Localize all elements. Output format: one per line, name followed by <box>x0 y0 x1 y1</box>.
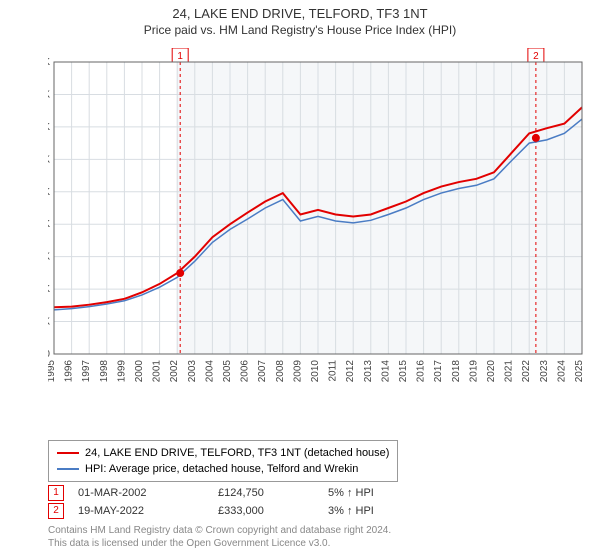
datapoint-row: 1 01-MAR-2002£124,7505% ↑ HPI <box>48 484 374 502</box>
legend-swatch <box>57 468 79 470</box>
svg-text:£150K: £150K <box>48 252 50 263</box>
svg-text:2017: 2017 <box>433 360 444 383</box>
svg-text:2012: 2012 <box>345 360 356 383</box>
svg-text:2018: 2018 <box>451 360 462 383</box>
legend-label: 24, LAKE END DRIVE, TELFORD, TF3 1NT (de… <box>85 447 389 459</box>
svg-text:2014: 2014 <box>380 360 391 383</box>
svg-text:2007: 2007 <box>257 360 268 383</box>
footer-line1: Contains HM Land Registry data © Crown c… <box>48 524 391 537</box>
footer-attribution: Contains HM Land Registry data © Crown c… <box>48 524 391 550</box>
svg-text:£50K: £50K <box>48 317 50 328</box>
svg-text:2022: 2022 <box>521 360 532 383</box>
svg-text:1997: 1997 <box>81 360 92 383</box>
datapoint-marker: 1 <box>48 485 64 501</box>
datapoint-pct: 5% ↑ HPI <box>328 487 374 499</box>
datapoint-marker: 2 <box>48 503 64 519</box>
svg-text:£250K: £250K <box>48 187 50 198</box>
svg-text:2024: 2024 <box>556 360 567 383</box>
svg-text:1: 1 <box>177 51 183 62</box>
svg-text:2000: 2000 <box>134 360 145 383</box>
svg-text:£0: £0 <box>48 349 50 360</box>
svg-text:2005: 2005 <box>222 360 233 383</box>
svg-text:2: 2 <box>533 51 539 62</box>
svg-text:1996: 1996 <box>64 360 75 383</box>
footer-line2: This data is licensed under the Open Gov… <box>48 537 391 550</box>
svg-text:£100K: £100K <box>48 284 50 295</box>
svg-text:1998: 1998 <box>99 360 110 383</box>
datapoint-price: £124,750 <box>218 487 328 499</box>
svg-text:£350K: £350K <box>48 122 50 133</box>
svg-text:2019: 2019 <box>468 360 479 383</box>
datapoint-date: 01-MAR-2002 <box>78 487 218 499</box>
datapoint-row: 2 19-MAY-2022£333,0003% ↑ HPI <box>48 502 374 520</box>
legend-item: HPI: Average price, detached house, Telf… <box>57 461 389 477</box>
svg-text:2021: 2021 <box>504 360 515 383</box>
datapoint-price: £333,000 <box>218 505 328 517</box>
title-area: 24, LAKE END DRIVE, TELFORD, TF3 1NT Pri… <box>0 0 600 37</box>
datapoint-table: 1 01-MAR-2002£124,7505% ↑ HPI 2 19-MAY-2022… <box>48 484 374 520</box>
svg-text:1995: 1995 <box>48 360 57 383</box>
legend: 24, LAKE END DRIVE, TELFORD, TF3 1NT (de… <box>48 440 398 482</box>
svg-text:£450K: £450K <box>48 57 50 68</box>
datapoint-pct: 3% ↑ HPI <box>328 505 374 517</box>
svg-text:2025: 2025 <box>574 360 585 383</box>
chart-container: 24, LAKE END DRIVE, TELFORD, TF3 1NT Pri… <box>0 0 600 560</box>
svg-text:2020: 2020 <box>486 360 497 383</box>
title-line1: 24, LAKE END DRIVE, TELFORD, TF3 1NT <box>0 6 600 21</box>
svg-text:2010: 2010 <box>310 360 321 383</box>
datapoint-date: 19-MAY-2022 <box>78 505 218 517</box>
svg-text:2009: 2009 <box>292 360 303 383</box>
legend-item: 24, LAKE END DRIVE, TELFORD, TF3 1NT (de… <box>57 445 389 461</box>
svg-text:£200K: £200K <box>48 219 50 230</box>
svg-text:£300K: £300K <box>48 154 50 165</box>
svg-text:2002: 2002 <box>169 360 180 383</box>
svg-text:2016: 2016 <box>416 360 427 383</box>
svg-text:2023: 2023 <box>539 360 550 383</box>
title-line2: Price paid vs. HM Land Registry's House … <box>0 23 600 37</box>
svg-text:2011: 2011 <box>328 360 339 382</box>
price-chart: 1 2 £0 £50K £100K £150K £200K £250K £300K £350K £4… <box>48 48 588 398</box>
svg-text:2015: 2015 <box>398 360 409 383</box>
svg-text:2006: 2006 <box>240 360 251 383</box>
svg-text:2013: 2013 <box>363 360 374 383</box>
svg-text:2008: 2008 <box>275 360 286 383</box>
svg-text:£400K: £400K <box>48 89 50 100</box>
svg-text:1999: 1999 <box>116 360 127 383</box>
svg-text:2003: 2003 <box>187 360 198 383</box>
legend-label: HPI: Average price, detached house, Telf… <box>85 463 358 475</box>
svg-text:2001: 2001 <box>152 360 163 383</box>
svg-text:2004: 2004 <box>204 360 215 383</box>
legend-swatch <box>57 452 79 454</box>
